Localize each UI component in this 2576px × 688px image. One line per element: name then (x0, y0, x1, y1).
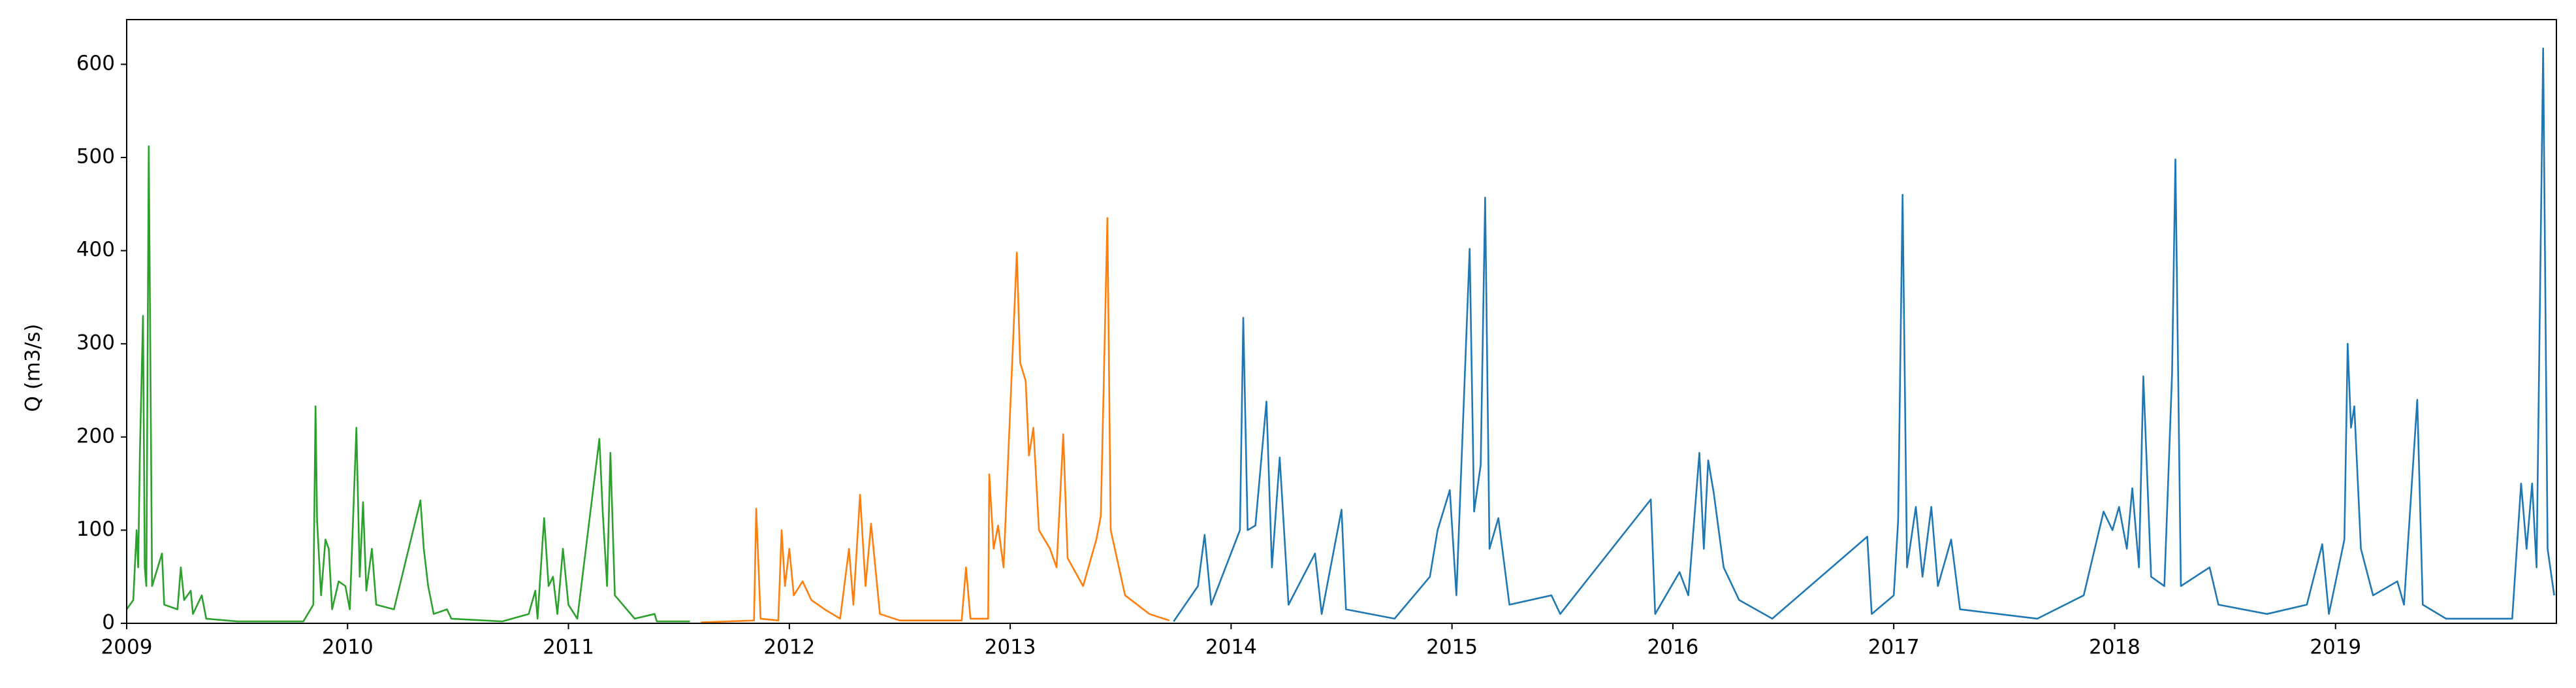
plot-frame (126, 19, 2557, 624)
y-tick-label: 300 (76, 331, 115, 355)
y-tick-label: 200 (76, 424, 115, 448)
y-tick-label: 100 (76, 517, 115, 541)
y-tick-label: 600 (76, 52, 115, 75)
x-tick-label: 2014 (1205, 636, 1257, 659)
x-tick-label: 2017 (1868, 636, 1920, 659)
x-tick-label: 2019 (2310, 636, 2361, 659)
x-tick-label: 2016 (1647, 636, 1698, 659)
x-tick-label: 2009 (101, 636, 153, 659)
x-tick-label: 2013 (985, 636, 1036, 659)
x-tick-label: 2012 (763, 636, 815, 659)
series-line (701, 217, 1170, 623)
x-tick-label: 2018 (2089, 636, 2140, 659)
series-line (125, 145, 690, 623)
y-axis-label: Q (m3/s) (22, 324, 45, 412)
series-line (1173, 47, 2555, 622)
x-tick-label: 2015 (1426, 636, 1478, 659)
x-tick-label: 2011 (543, 636, 594, 659)
y-tick-label: 400 (76, 238, 115, 261)
x-tick-label: 2010 (322, 636, 374, 659)
y-tick-label: 0 (102, 611, 115, 634)
y-tick-label: 500 (76, 145, 115, 169)
